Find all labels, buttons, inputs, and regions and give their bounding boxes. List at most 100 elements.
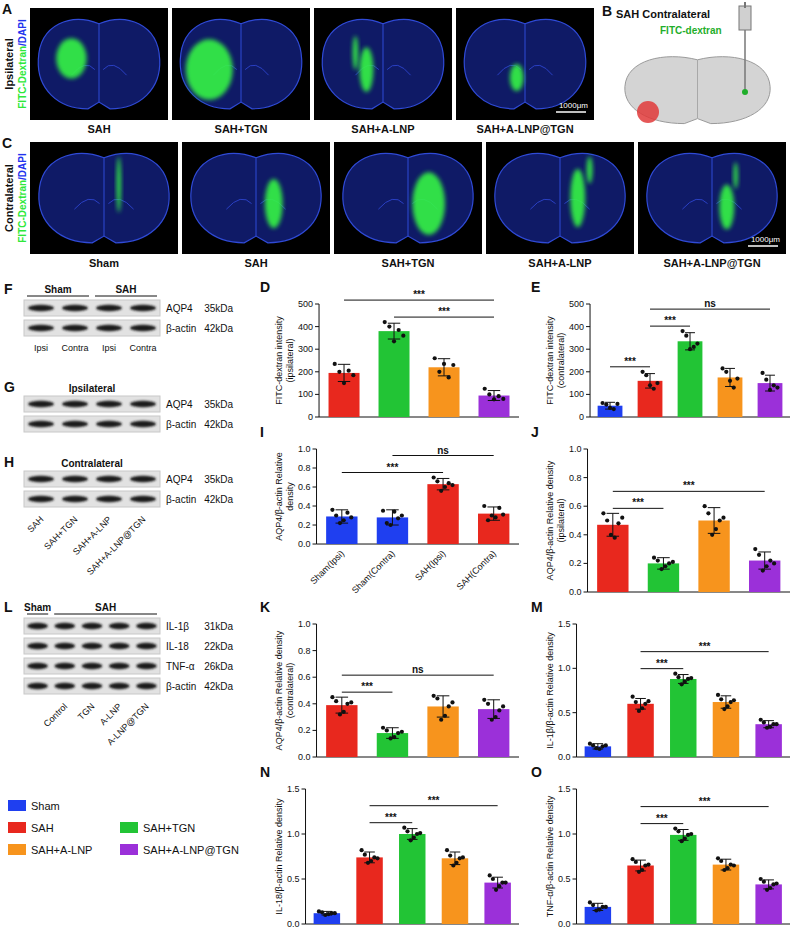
y-tick bbox=[313, 468, 317, 469]
error-cap bbox=[407, 828, 418, 829]
band bbox=[130, 305, 156, 311]
fitc-signal bbox=[353, 36, 359, 70]
legend-swatch bbox=[8, 800, 26, 811]
data-point bbox=[486, 518, 490, 522]
image-label: SAH bbox=[244, 257, 267, 269]
data-point bbox=[631, 695, 635, 699]
y-tick bbox=[313, 525, 317, 526]
error-cap bbox=[386, 727, 399, 728]
y-tick bbox=[573, 879, 577, 880]
image-background bbox=[30, 8, 168, 120]
data-point bbox=[735, 376, 739, 380]
error-stem bbox=[444, 359, 445, 376]
data-point bbox=[448, 854, 452, 858]
error-cap bbox=[450, 852, 461, 853]
y-tick bbox=[315, 349, 319, 350]
midline bbox=[99, 24, 100, 102]
tick-label: 100 bbox=[569, 389, 584, 399]
blot-strip bbox=[24, 638, 160, 654]
error-stem bbox=[612, 513, 613, 536]
data-point bbox=[648, 383, 652, 387]
data-point bbox=[761, 568, 765, 572]
band bbox=[82, 663, 103, 669]
panel-letter: B bbox=[602, 3, 612, 19]
data-point bbox=[451, 363, 455, 367]
band bbox=[62, 421, 88, 427]
error-bar bbox=[388, 323, 400, 339]
data-point bbox=[695, 341, 699, 345]
midline bbox=[256, 158, 257, 236]
band bbox=[27, 683, 48, 689]
significance-label: *** bbox=[699, 641, 711, 652]
bar bbox=[678, 341, 703, 417]
tick-label: 1.5 bbox=[287, 784, 300, 794]
error-bar bbox=[338, 364, 350, 381]
error-cap bbox=[758, 551, 771, 552]
image-label: SAH bbox=[87, 123, 110, 135]
blot-strip bbox=[24, 491, 160, 507]
bar bbox=[377, 733, 408, 757]
data-point bbox=[676, 675, 680, 679]
legend-label: Sham bbox=[31, 800, 60, 812]
structure bbox=[108, 199, 133, 209]
error-cap bbox=[678, 674, 689, 675]
data-point bbox=[655, 381, 659, 385]
y-tick bbox=[573, 624, 577, 625]
y-tick bbox=[302, 789, 306, 790]
y-tick bbox=[315, 417, 319, 418]
axis-title: density bbox=[285, 482, 295, 511]
data-point bbox=[591, 903, 595, 907]
group-line bbox=[27, 296, 89, 297]
lane-label: Ipsi bbox=[34, 343, 48, 353]
y-tick bbox=[584, 563, 588, 564]
y-tick bbox=[315, 304, 319, 305]
blot-strip bbox=[24, 658, 160, 674]
data-point bbox=[762, 720, 766, 724]
data-point bbox=[732, 698, 736, 702]
blot-f: FShamSAHAQP435kDaβ-actin42kDaIpsiContraI… bbox=[4, 281, 234, 353]
data-point bbox=[718, 518, 722, 522]
tick-label: 0.0 bbox=[298, 539, 311, 549]
panel-letter: O bbox=[531, 764, 542, 780]
error-stem bbox=[344, 364, 345, 381]
injection-site bbox=[742, 89, 748, 95]
panel-letter: I bbox=[260, 424, 264, 440]
data-point bbox=[450, 483, 454, 487]
protein-label: IL-18 bbox=[166, 641, 189, 652]
chart-m: MIL-1β/β-actin Relative density0.00.51.0… bbox=[531, 599, 790, 762]
axis-title: FITC-dextran intensity bbox=[274, 316, 284, 405]
structure bbox=[387, 65, 410, 75]
bar bbox=[713, 702, 739, 757]
band bbox=[109, 623, 130, 629]
band bbox=[62, 476, 88, 482]
data-point bbox=[497, 708, 501, 712]
fitc-signal bbox=[360, 47, 374, 92]
error-cap bbox=[487, 699, 500, 700]
data-point bbox=[676, 829, 680, 833]
data-point bbox=[719, 697, 723, 701]
y-tick bbox=[302, 834, 306, 835]
data-point bbox=[600, 401, 604, 405]
image-row-c: CContralateralFITC-Dextran/DAPIShamSAHSA… bbox=[2, 135, 786, 269]
fitc-signal bbox=[265, 179, 283, 228]
tick-label: 100 bbox=[298, 389, 313, 399]
data-point bbox=[620, 516, 624, 520]
image-row-a: AIpsilateralFITC-Dextran/DAPISAHSAH+TGNS… bbox=[2, 1, 594, 135]
tick-label: 0.0 bbox=[298, 752, 311, 762]
band bbox=[96, 401, 122, 407]
scale-label: 1000μm bbox=[751, 235, 780, 244]
channel-part: /DAPI bbox=[17, 19, 28, 46]
error-cap bbox=[607, 513, 620, 514]
data-point bbox=[671, 560, 675, 564]
image-label: SAH+A-LNP@TGN bbox=[663, 257, 760, 269]
protein-label: β-actin bbox=[166, 323, 196, 334]
data-point bbox=[605, 518, 609, 522]
bar bbox=[479, 396, 510, 417]
lane-label: Contra bbox=[129, 343, 156, 353]
y-axis bbox=[576, 789, 577, 924]
band bbox=[27, 643, 48, 649]
image-label: SAH+TGN bbox=[215, 123, 268, 135]
data-point bbox=[396, 516, 400, 520]
tick-label: 1.0 bbox=[298, 444, 311, 454]
lane-label: Contra bbox=[61, 343, 88, 353]
